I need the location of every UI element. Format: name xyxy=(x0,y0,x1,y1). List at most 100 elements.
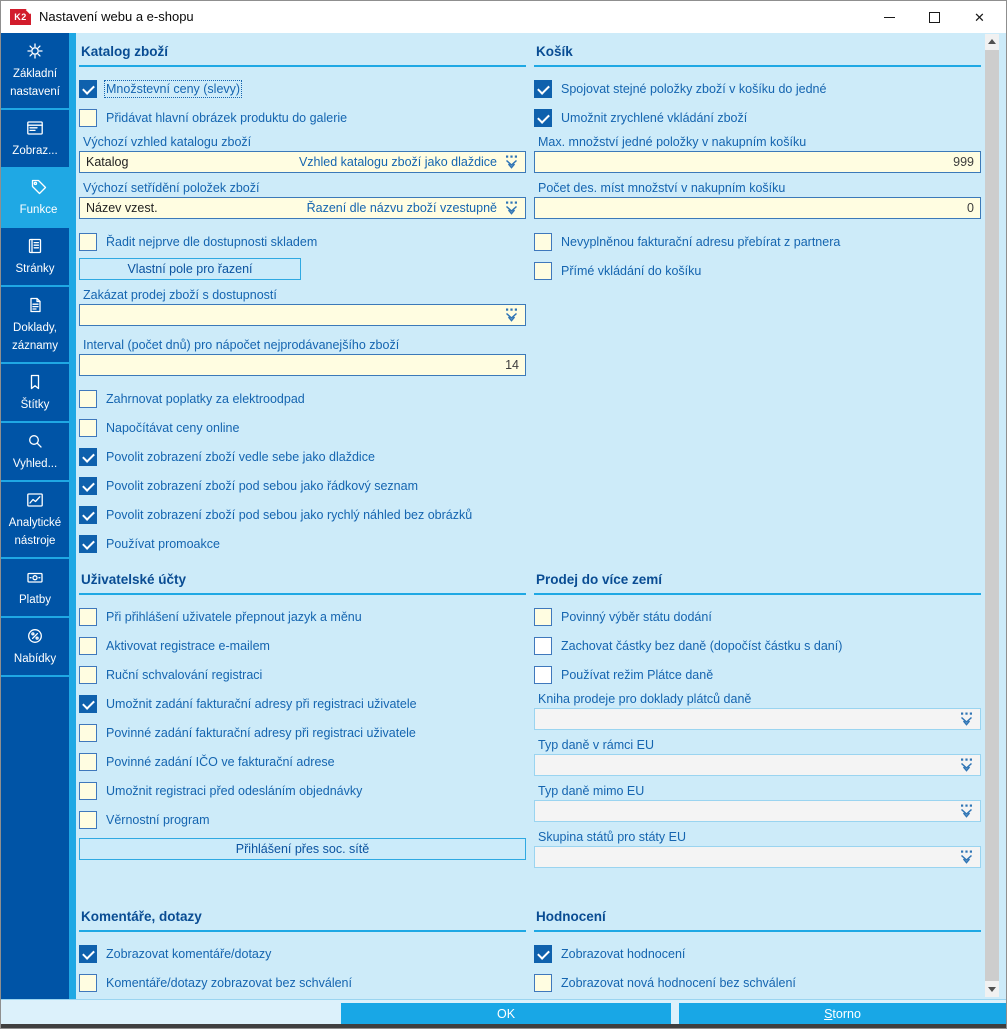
checkbox-hodnoceni-bez-schvaleni[interactable] xyxy=(534,973,552,992)
checkbox-row: Povinné zadání IČO ve fakturační adrese xyxy=(79,752,526,771)
field-label: Kniha prodeje pro doklady plátců daně xyxy=(538,692,752,706)
interval-input[interactable]: 14 xyxy=(79,354,526,376)
checkbox-mnozstevni-ceny[interactable] xyxy=(79,79,97,98)
max-mnozstvi-input[interactable]: 999 xyxy=(534,151,981,173)
sidebar-item-funkce[interactable]: Funkce xyxy=(1,169,76,228)
prihlaseni-soc-site-button[interactable]: Přihlášení přes soc. sítě xyxy=(79,838,526,860)
sidebar-item-label: Doklady, záznamy xyxy=(11,322,59,352)
dropdown-icon[interactable] xyxy=(504,155,519,169)
maximize-button[interactable] xyxy=(912,1,957,33)
scrollbar-thumb[interactable] xyxy=(985,50,999,981)
offers-icon xyxy=(25,626,45,646)
maximize-icon xyxy=(929,11,940,23)
dropdown-icon[interactable] xyxy=(504,201,519,215)
sidebar-item-stitky[interactable]: Štítky xyxy=(1,364,69,423)
section-title: Košík xyxy=(534,41,981,67)
checkbox-povinne-fakturacni-adresy[interactable] xyxy=(79,723,97,742)
checkbox-zachovat-castky[interactable] xyxy=(534,636,552,655)
section-prodej-do-vice-zemi: Prodej do více zemí Povinný výběr státu … xyxy=(534,569,981,868)
checkbox-label: Umožnit registraci před odesláním objedn… xyxy=(106,783,363,798)
checkbox-povolit-rychly-nahled[interactable] xyxy=(79,505,97,524)
pocet-des-mist-input[interactable]: 0 xyxy=(534,197,981,219)
vertical-scrollbar[interactable] xyxy=(985,34,999,997)
ok-button[interactable]: OK xyxy=(341,1003,671,1024)
section-title: Prodej do více zemí xyxy=(534,569,981,595)
dropdown-icon[interactable] xyxy=(959,804,974,818)
dropdown-icon[interactable] xyxy=(959,758,974,772)
sidebar-item-stranky[interactable]: Stránky xyxy=(1,228,69,287)
combo-vychozi-setrideni[interactable]: Název vzest. Řazení dle názvu zboží vzes… xyxy=(79,197,526,219)
checkbox-rucni-schvalovani[interactable] xyxy=(79,665,97,684)
combo-skupina-statu[interactable] xyxy=(534,846,981,868)
checkbox-aktivovat-registrace[interactable] xyxy=(79,636,97,655)
chevron-down-icon xyxy=(988,987,996,992)
checkbox-pouzivat-promoakce[interactable] xyxy=(79,534,97,553)
input-value: 0 xyxy=(967,201,974,215)
checkbox-label: Zobrazovat hodnocení xyxy=(561,946,686,961)
checkbox-prime-vkladani[interactable] xyxy=(534,261,552,280)
sidebar-item-label: Funkce xyxy=(19,204,58,216)
checkbox-spojovat-polozky[interactable] xyxy=(534,79,552,98)
combo-value: Katalog xyxy=(86,155,129,169)
analytics-icon xyxy=(25,490,45,510)
minimize-button[interactable] xyxy=(867,1,912,33)
combo-typ-dane-mimo-eu[interactable] xyxy=(534,800,981,822)
sidebar-item-vyhledavani[interactable]: Vyhled... xyxy=(1,423,69,482)
dropdown-icon[interactable] xyxy=(959,712,974,726)
vlastni-pole-button[interactable]: Vlastní pole pro řazení xyxy=(79,258,301,280)
checkbox-zrychlene-vkladani[interactable] xyxy=(534,108,552,127)
checkbox-zobrazovat-hodnoceni[interactable] xyxy=(534,944,552,963)
checkbox-vernostni-program[interactable] xyxy=(79,810,97,829)
checkbox-zobrazovat-komentare[interactable] xyxy=(79,944,97,963)
checkbox-label: Používat režim Plátce daně xyxy=(561,667,714,682)
sidebar-item-zobrazeni[interactable]: Zobraz... xyxy=(1,110,69,169)
checkbox-komentare-bez-schvaleni[interactable] xyxy=(79,973,97,992)
checkbox-row: Spojovat stejné položky zboží v košíku d… xyxy=(534,79,981,98)
field-label: Zakázat prodej zboží s dostupností xyxy=(83,288,277,302)
sidebar-item-nabidky[interactable]: Nabídky xyxy=(1,618,69,677)
combo-zakazat-prodej[interactable] xyxy=(79,304,526,326)
combo-kniha-prodeje[interactable] xyxy=(534,708,981,730)
k2-logo-icon: K2 xyxy=(10,9,31,25)
close-button[interactable]: ✕ xyxy=(957,1,1002,33)
field-label: Typ daně v rámci EU xyxy=(538,738,655,752)
checkbox-povolit-radkovy-seznam[interactable] xyxy=(79,476,97,495)
field-label: Interval (počet dnů) pro nápočet nejprod… xyxy=(83,338,400,352)
bookmark-icon xyxy=(25,372,45,392)
settings-content: Katalog zboží Množstevní ceny (slevy) Př… xyxy=(76,33,1006,999)
sidebar-item-platby[interactable]: Platby xyxy=(1,559,69,618)
scroll-up-button[interactable] xyxy=(985,34,999,49)
dropdown-icon[interactable] xyxy=(959,850,974,864)
window-title: Nastavení webu a e-shopu xyxy=(39,9,194,24)
checkbox-nevyplnenou-adresu[interactable] xyxy=(534,232,552,251)
checkbox-povolit-dlazdice[interactable] xyxy=(79,447,97,466)
scroll-down-button[interactable] xyxy=(985,982,999,997)
checkbox-row: Zobrazovat nová hodnocení bez schválení xyxy=(534,973,981,992)
checkbox-zahrnovat-poplatky[interactable] xyxy=(79,389,97,408)
checkbox-registrace-pred-odeslanim[interactable] xyxy=(79,781,97,800)
sidebar-item-analyticke-nastroje[interactable]: Analytické nástroje xyxy=(1,482,69,559)
checkbox-pridavat-obrazek[interactable] xyxy=(79,108,97,127)
checkbox-row: Zobrazovat komentáře/dotazy xyxy=(79,944,526,963)
checkbox-row: Používat režim Plátce daně xyxy=(534,665,981,684)
combo-vychozi-vzhled[interactable]: Katalog Vzhled katalogu zboží jako dlažd… xyxy=(79,151,526,173)
checkbox-row: Přidávat hlavní obrázek produktu do gale… xyxy=(79,108,526,127)
checkbox-povinny-vyber-statu[interactable] xyxy=(534,607,552,626)
checkbox-row: Přímé vkládání do košíku xyxy=(534,261,981,280)
sidebar-item-doklady-zaznamy[interactable]: Doklady, záznamy xyxy=(1,287,69,364)
pages-icon xyxy=(25,236,45,256)
checkbox-rezim-platce-dane[interactable] xyxy=(534,665,552,684)
checkbox-napocitavat-ceny[interactable] xyxy=(79,418,97,437)
checkbox-povinne-ico[interactable] xyxy=(79,752,97,771)
checkbox-label: Věrnostní program xyxy=(106,812,210,827)
sidebar-item-label: Platby xyxy=(19,594,51,606)
checkbox-radit-dostupnost[interactable] xyxy=(79,232,97,251)
sidebar-item-zakladni-nastaveni[interactable]: Základní nastavení xyxy=(1,33,69,110)
checkbox-label: Komentáře/dotazy zobrazovat bez schválen… xyxy=(106,975,352,990)
checkbox-prepnout-jazyk[interactable] xyxy=(79,607,97,626)
sidebar: Základní nastavení Zobraz... Funkce Strá… xyxy=(1,33,76,999)
checkbox-umoznit-fakturacni-adresu[interactable] xyxy=(79,694,97,713)
dropdown-icon[interactable] xyxy=(504,308,519,322)
combo-typ-dane-eu[interactable] xyxy=(534,754,981,776)
